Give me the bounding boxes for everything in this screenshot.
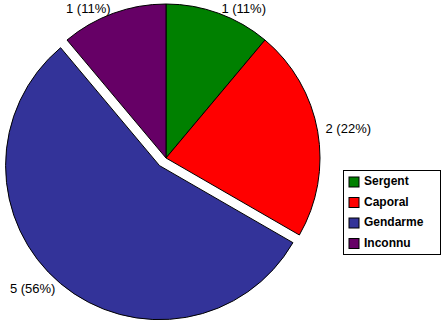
data-label: 5 (56%) [10,281,56,296]
legend-swatch [349,198,359,208]
chart-container: 1 (11%) 2 (22%) 5 (56%) 1 (11%) Sergent Capor… [0,0,442,321]
legend: Sergent Caporal Gendarme Inconnu [344,171,441,255]
legend-label: Inconnu [364,236,411,250]
legend-swatch [349,239,359,249]
legend-box [344,171,441,255]
data-label: 1 (11%) [66,1,111,16]
pie-slice [67,4,166,158]
data-label: 1 (11%) [221,1,266,16]
chart-svg: 1 (11%) 2 (22%) 5 (56%) 1 (11%) Sergent Capor… [0,0,442,321]
legend-label: Gendarme [364,215,424,229]
legend-swatch [349,218,359,228]
data-label: 2 (22%) [326,121,372,136]
legend-swatch [349,177,359,187]
data-labels: 1 (11%) 2 (22%) 5 (56%) 1 (11%) [10,1,371,296]
legend-label: Sergent [364,174,409,188]
legend-label: Caporal [364,195,409,209]
slices [6,4,320,320]
